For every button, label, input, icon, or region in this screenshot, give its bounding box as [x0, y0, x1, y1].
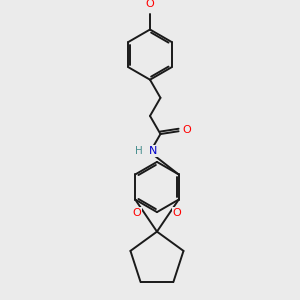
Text: O: O	[146, 0, 154, 9]
Text: H: H	[135, 146, 143, 156]
Text: O: O	[183, 125, 191, 135]
Text: N: N	[148, 146, 157, 156]
Text: O: O	[133, 208, 141, 218]
Text: O: O	[172, 208, 181, 218]
